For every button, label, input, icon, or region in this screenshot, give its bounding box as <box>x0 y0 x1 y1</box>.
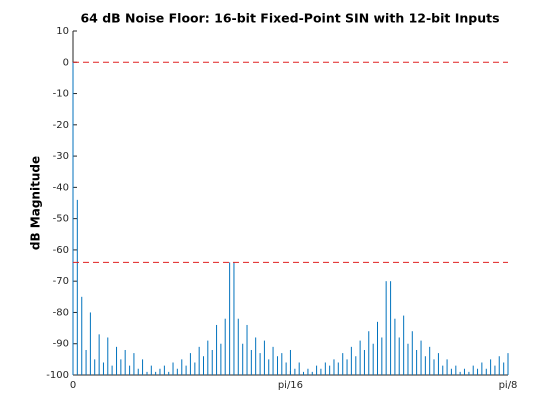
y-tick-label: -20 <box>53 120 69 131</box>
chart-title: 64 dB Noise Floor: 16-bit Fixed-Point SI… <box>80 11 499 26</box>
y-tick-label: -80 <box>53 307 69 318</box>
y-tick-label: -100 <box>46 370 69 381</box>
x-tick-label: pi/8 <box>499 380 518 391</box>
x-tick-label: 0 <box>70 380 76 391</box>
y-axis-label: dB Magnitude <box>29 156 43 250</box>
y-tick-label: 10 <box>56 26 69 37</box>
y-tick-label: -70 <box>53 276 69 287</box>
y-tick-label: -50 <box>53 214 69 225</box>
y-tick-label: -40 <box>53 182 69 193</box>
y-tick-label: -60 <box>53 245 69 256</box>
y-tick-label: 0 <box>63 57 69 68</box>
y-tick-label: -10 <box>53 89 69 100</box>
y-tick-label: -30 <box>53 151 69 162</box>
y-tick-label: -90 <box>53 339 69 350</box>
x-tick-label: pi/16 <box>278 380 303 391</box>
